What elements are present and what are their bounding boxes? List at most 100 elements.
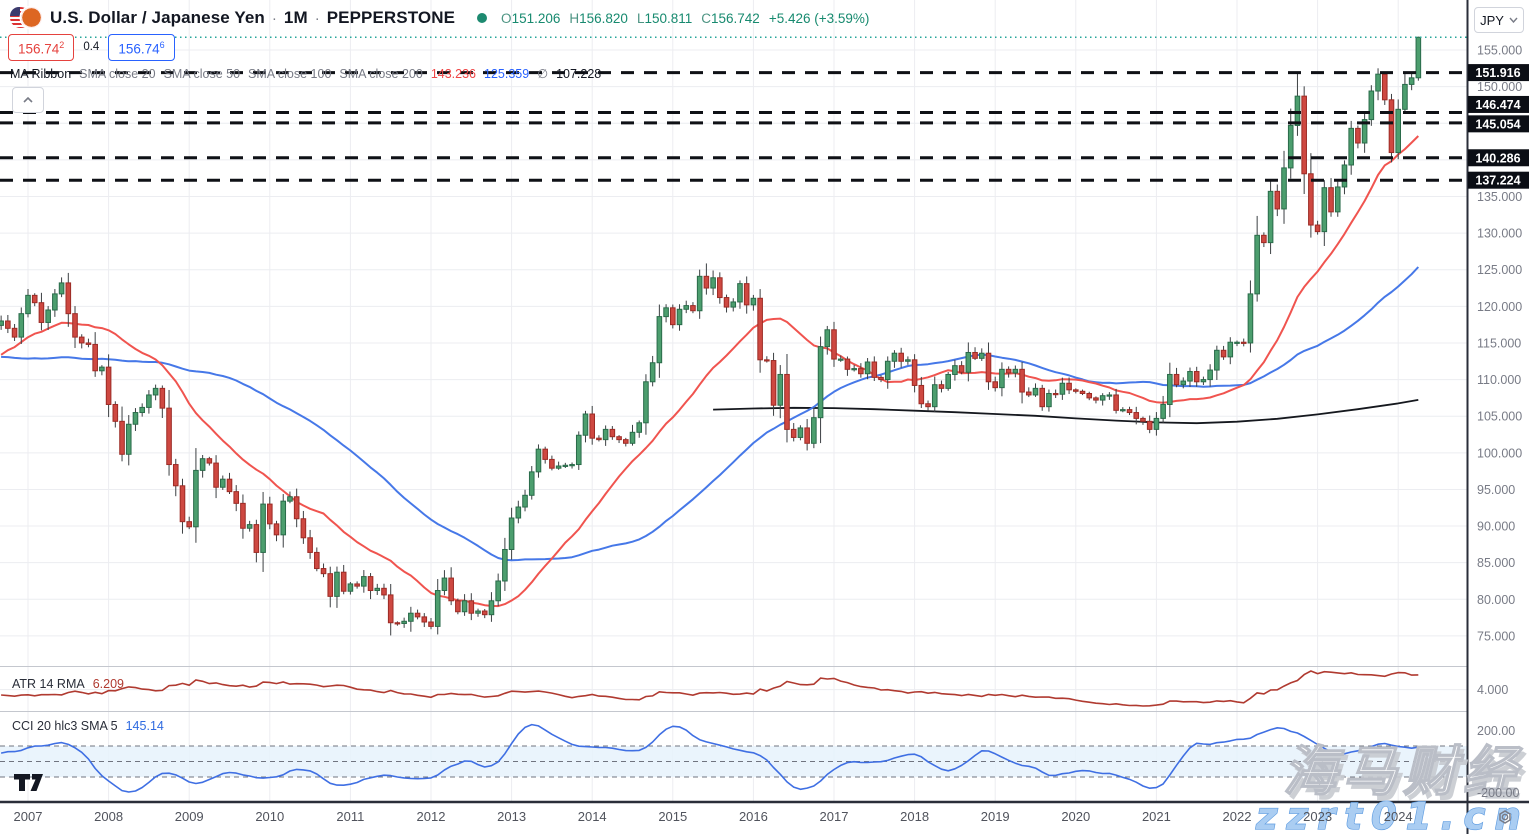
candle bbox=[656, 316, 663, 364]
interval-label[interactable]: 1M bbox=[283, 8, 308, 27]
candle bbox=[757, 297, 763, 361]
candle bbox=[696, 275, 703, 312]
svg-text:海马财经: 海马财经 bbox=[1287, 745, 1527, 808]
candle bbox=[1314, 224, 1321, 233]
pane-separators[interactable] bbox=[0, 666, 1529, 712]
currency-selector-button[interactable]: JPY bbox=[1474, 7, 1524, 33]
candle bbox=[1052, 392, 1059, 396]
svg-text:137.224: 137.224 bbox=[1475, 174, 1520, 188]
bid-price-box[interactable]: 156.742 bbox=[8, 34, 75, 61]
svg-text:2013: 2013 bbox=[497, 809, 526, 824]
timezone-settings-gear-icon[interactable] bbox=[1499, 810, 1511, 824]
symbol-header: U.S. Dollar / Japanese Yen · 1M · PEPPER… bbox=[10, 6, 869, 30]
candle bbox=[837, 358, 844, 361]
watermark-latin: zzrt01.cn bbox=[1255, 795, 1529, 834]
candle bbox=[240, 502, 246, 529]
candle bbox=[502, 548, 508, 582]
collapse-legend-button[interactable] bbox=[12, 87, 44, 113]
candle bbox=[750, 297, 757, 306]
candle bbox=[911, 359, 918, 386]
candle bbox=[434, 590, 441, 627]
candle bbox=[475, 610, 481, 614]
svg-text:120.000: 120.000 bbox=[1477, 300, 1522, 314]
candle bbox=[790, 428, 797, 438]
tradingview-logo[interactable] bbox=[14, 774, 43, 791]
candle bbox=[925, 403, 931, 408]
title-separator: · bbox=[314, 9, 320, 27]
candle bbox=[528, 471, 535, 496]
candle bbox=[233, 491, 240, 504]
candle bbox=[408, 612, 414, 622]
level-badge-151.916 bbox=[1468, 64, 1529, 82]
symbol-title[interactable]: U.S. Dollar / Japanese Yen bbox=[50, 8, 265, 27]
level-badge-146.474 bbox=[1468, 95, 1529, 113]
market-status-dot[interactable] bbox=[477, 13, 488, 23]
candle bbox=[905, 359, 911, 362]
horizontal-level-lines[interactable] bbox=[0, 71, 1467, 182]
candle bbox=[1375, 73, 1381, 92]
axis-labels[interactable]: 155.000150.000145.000140.000135.000130.0… bbox=[14, 44, 1529, 825]
indicator-lines bbox=[0, 670, 1419, 793]
candle bbox=[441, 577, 448, 592]
candle bbox=[1167, 373, 1173, 405]
candle bbox=[629, 431, 636, 444]
candle bbox=[193, 469, 199, 528]
candle bbox=[1073, 389, 1079, 392]
candle bbox=[206, 458, 213, 464]
candle bbox=[717, 277, 723, 299]
candle bbox=[1019, 368, 1025, 393]
candle bbox=[596, 437, 602, 441]
svg-text:110.000: 110.000 bbox=[1477, 373, 1521, 387]
svg-text:130.000: 130.000 bbox=[1477, 227, 1522, 241]
candle bbox=[1328, 187, 1334, 213]
svg-text:105.000: 105.000 bbox=[1477, 410, 1522, 424]
candle bbox=[293, 496, 300, 520]
candle bbox=[320, 568, 327, 575]
low-label: L bbox=[636, 10, 645, 26]
candle bbox=[878, 376, 884, 381]
svg-text:85.000: 85.000 bbox=[1477, 556, 1515, 570]
high-value: 156.820 bbox=[579, 10, 628, 26]
svg-text:95.000: 95.000 bbox=[1477, 483, 1515, 497]
svg-text:2018: 2018 bbox=[900, 809, 929, 824]
candle bbox=[1334, 186, 1341, 213]
svg-text:90.000: 90.000 bbox=[1477, 520, 1515, 534]
exchange-label[interactable]: PEPPERSTONE bbox=[326, 8, 456, 27]
candle bbox=[1247, 293, 1254, 344]
candle bbox=[1133, 412, 1140, 419]
currency-label: JPY bbox=[1480, 12, 1504, 28]
candle bbox=[1120, 409, 1126, 412]
ask-price-box[interactable]: 156.746 bbox=[108, 34, 175, 61]
candlestick-series[interactable] bbox=[0, 36, 1422, 636]
candle bbox=[844, 358, 851, 370]
sma100-hidden-value: ∅ bbox=[537, 67, 549, 81]
candle bbox=[361, 576, 367, 587]
cci-legend[interactable]: CCI 20 hlc3 SMA 5 145.14 bbox=[12, 719, 164, 733]
candle bbox=[428, 621, 434, 627]
candle bbox=[797, 427, 804, 438]
cci-title: CCI 20 hlc3 SMA 5 bbox=[12, 719, 118, 733]
candle bbox=[663, 307, 669, 318]
candle bbox=[139, 406, 145, 414]
atr-legend[interactable]: ATR 14 RMA 6.209 bbox=[12, 677, 124, 691]
chevron-down-icon bbox=[1509, 17, 1518, 23]
candle bbox=[414, 612, 421, 618]
svg-text:2017: 2017 bbox=[820, 809, 849, 824]
candle bbox=[945, 373, 951, 389]
cci-band bbox=[0, 745, 1467, 778]
candle bbox=[676, 308, 683, 326]
svg-text:125.000: 125.000 bbox=[1477, 263, 1522, 277]
candle bbox=[1214, 349, 1220, 371]
candle bbox=[488, 600, 495, 616]
symbol-logo[interactable] bbox=[10, 7, 42, 29]
candle bbox=[421, 616, 428, 623]
candle bbox=[804, 427, 810, 444]
ma-ribbon-legend[interactable]: MA Ribbon SMA close 20 SMA close 50 SMA … bbox=[10, 66, 601, 82]
candle bbox=[972, 351, 978, 359]
candle bbox=[616, 436, 622, 441]
svg-text:146.474: 146.474 bbox=[1475, 98, 1520, 112]
candle bbox=[1287, 124, 1294, 169]
candle bbox=[119, 420, 125, 455]
